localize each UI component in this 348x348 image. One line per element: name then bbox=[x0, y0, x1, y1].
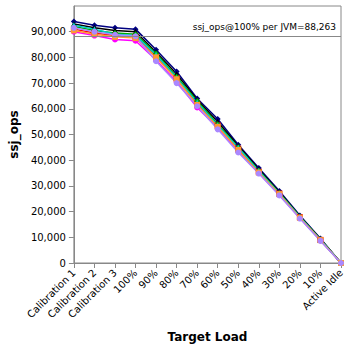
svg-text:70,000: 70,000 bbox=[31, 78, 66, 89]
svg-text:80,000: 80,000 bbox=[31, 52, 66, 63]
svg-text:60%: 60% bbox=[198, 267, 221, 290]
svg-text:20,000: 20,000 bbox=[31, 206, 66, 217]
svg-text:Active Idle: Active Idle bbox=[300, 267, 345, 312]
svg-text:Calibration 2: Calibration 2 bbox=[45, 267, 99, 320]
svg-text:30,000: 30,000 bbox=[31, 180, 66, 191]
svg-text:90%: 90% bbox=[136, 267, 159, 290]
svg-text:60,000: 60,000 bbox=[31, 103, 66, 114]
svg-text:50%: 50% bbox=[219, 267, 242, 290]
svg-text:ssj_ops@100% per JVM=88,263: ssj_ops@100% per JVM=88,263 bbox=[193, 22, 336, 32]
svg-text:80%: 80% bbox=[157, 267, 180, 290]
svg-text:ssj_ops: ssj_ops bbox=[7, 110, 22, 158]
svg-text:30%: 30% bbox=[260, 267, 283, 290]
svg-text:40%: 40% bbox=[239, 267, 262, 290]
svg-text:20%: 20% bbox=[280, 267, 303, 290]
svg-text:90,000: 90,000 bbox=[31, 26, 66, 37]
svg-text:10,000: 10,000 bbox=[31, 232, 66, 243]
svg-text:40,000: 40,000 bbox=[31, 155, 66, 166]
svg-text:Calibration 1: Calibration 1 bbox=[24, 267, 78, 320]
svg-text:0: 0 bbox=[60, 258, 66, 269]
svg-text:Target Load: Target Load bbox=[168, 330, 248, 344]
svg-text:100%: 100% bbox=[111, 267, 139, 295]
svg-text:50,000: 50,000 bbox=[31, 129, 66, 140]
svg-text:70%: 70% bbox=[178, 267, 201, 290]
svg-text:10%: 10% bbox=[300, 267, 325, 291]
svg-text:Calibration 3: Calibration 3 bbox=[66, 267, 119, 320]
